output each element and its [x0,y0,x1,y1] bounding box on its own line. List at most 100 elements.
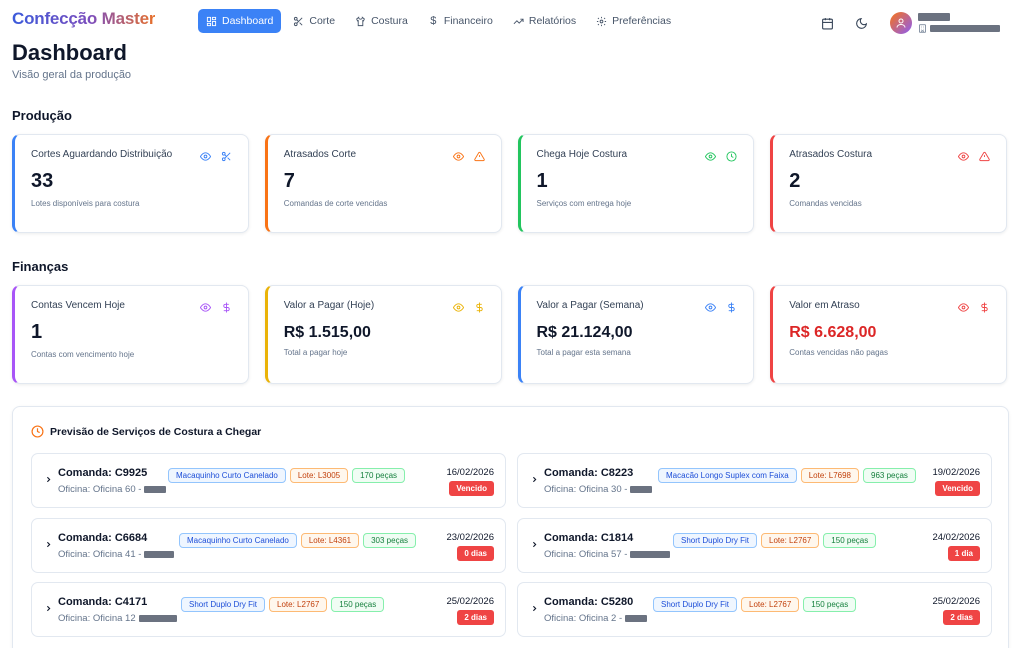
user-avatar[interactable] [890,12,912,34]
chevron-right-icon[interactable] [44,475,53,484]
service-item[interactable]: Comanda: C8223 Macacão Longo Suplex com … [517,453,992,508]
eye-icon[interactable] [199,302,211,313]
quantity-tag: 303 peças [363,533,417,548]
stat-card-hint: Comandas de corte vencidas [283,199,388,208]
service-title: Comanda: C9925 [58,467,148,479]
service-item[interactable]: Comanda: C1814 Short Duplo Dry Fit Lote:… [517,518,992,573]
stat-card-atrasados-corte[interactable]: Atrasados Corte 7 Comandas de corte venc… [264,134,502,233]
page-title: Dashboard [12,40,127,65]
service-tags: Short Duplo Dry Fit Lote: L2767 150 peça… [653,597,857,612]
nav-item-label: Costura [371,15,408,27]
eye-icon[interactable] [958,151,969,162]
redacted-text [630,551,671,558]
lote-tag: Lote: L2767 [269,597,328,612]
workshop-label: Oficina: Oficina 30 - [544,484,628,495]
chevron-right-icon[interactable] [530,475,539,484]
company-name-redacted [930,25,1000,32]
dollar-icon [223,302,230,313]
chevron-right-icon[interactable] [530,604,539,613]
eye-icon[interactable] [958,302,969,313]
stat-card-value: R$ 1.515,00 [283,324,371,341]
quantity-tag: 150 peças [823,533,877,548]
chevron-right-icon[interactable] [44,540,53,549]
section-title-finance: Finanças [12,259,69,274]
stat-card-valor-em-atraso[interactable]: Valor em Atraso R$ 6.628,00 Contas venci… [770,285,1007,384]
eye-icon[interactable] [705,302,717,313]
scissors-icon [294,16,303,26]
lote-tag: Lote: L7698 [800,468,859,483]
finance-cards: Contas Vencem Hoje 1 Contas com vencimen… [12,285,1007,384]
stat-card-chega-hoje-costura[interactable]: Chega Hoje Costura 1 Serviços com entreg… [517,134,755,233]
stat-card-value: 33 [31,170,54,192]
service-tags: Short Duplo Dry Fit Lote: L2767 150 peça… [181,597,385,612]
quantity-tag: 170 peças [352,468,406,483]
nav-item-label: Financeiro [443,15,493,27]
chevron-right-icon[interactable] [44,604,53,613]
nav-item-preferencias[interactable]: Preferências [588,9,679,33]
redacted-text [138,615,177,622]
service-date: 16/02/2026 [446,467,494,478]
nav-item-relatorios[interactable]: Relatórios [505,9,584,33]
moon-icon [855,17,867,29]
warning-icon [473,151,485,162]
service-tags: Short Duplo Dry Fit Lote: L2767 150 peça… [673,533,877,548]
stat-card-actions [958,151,990,162]
stat-card-contas-vencem-hoje[interactable]: Contas Vencem Hoje 1 Contas com vencimen… [12,285,249,384]
eye-icon[interactable] [199,151,211,162]
calendar-icon [821,17,833,29]
nav-item-label: Dashboard [222,15,274,27]
dashboard-icon [206,16,217,26]
nav-item-costura[interactable]: Costura [347,9,416,33]
stat-card-valor-pagar-hoje[interactable]: Valor a Pagar (Hoje) R$ 1.515,00 Total a… [264,285,502,384]
stat-card-value: 1 [536,170,548,192]
service-item[interactable]: Comanda: C5280 Short Duplo Dry Fit Lote:… [517,582,992,637]
stat-card-cortes-aguardando[interactable]: Cortes Aguardando Distribuição 33 Lotes … [12,134,249,233]
status-badge: 2 dias [943,610,980,625]
user-name-redacted [918,13,950,21]
user-info[interactable] [918,13,1000,33]
dollar-icon: $ [430,14,437,27]
scissors-icon [221,151,231,162]
theme-toggle-button[interactable] [850,12,872,34]
service-item[interactable]: Comanda: C4171 Short Duplo Dry Fit Lote:… [31,582,506,637]
nav-item-corte[interactable]: Corte [285,9,343,33]
lote-tag: Lote: L3005 [289,468,349,483]
nav-item-label: Preferências [612,15,672,27]
warning-icon [979,151,990,162]
stat-card-label: Cortes Aguardando Distribuição [31,149,173,160]
workshop-label: Oficina: Oficina 57 - [544,549,628,560]
production-cards: Cortes Aguardando Distribuição 33 Lotes … [12,134,1007,233]
trend-icon [513,18,524,24]
service-tags: Macaquinho Curto Canelado Lote: L4361 30… [179,533,417,548]
forecast-panel: Previsão de Serviços de Costura a Chegar… [12,406,1009,648]
stat-card-actions [705,302,737,313]
service-item[interactable]: Comanda: C6684 Macaquinho Curto Canelado… [31,518,506,573]
stat-card-label: Valor a Pagar (Hoje) [283,300,375,311]
service-workshop: Oficina: Oficina 2 - [544,613,648,624]
eye-icon[interactable] [452,151,464,162]
quantity-tag: 150 peças [331,597,385,612]
eye-icon[interactable] [452,302,464,313]
product-tag: Macaquinho Curto Canelado [168,468,286,483]
product-tag: Short Duplo Dry Fit [673,533,758,548]
nav-item-dashboard[interactable]: Dashboard [198,9,282,33]
product-tag: Macacão Longo Suplex com Faixa [658,468,797,483]
chevron-right-icon[interactable] [530,540,539,549]
service-title: Comanda: C4171 [58,596,148,608]
brand-logo[interactable]: Confecção Master [12,9,156,28]
stat-card-value: 7 [283,170,295,192]
user-company [918,24,1000,33]
service-tags: Macacão Longo Suplex com Faixa Lote: L76… [658,468,916,483]
eye-icon[interactable] [705,151,717,162]
stat-card-hint: Lotes disponíveis para costura [31,199,140,208]
calendar-button[interactable] [816,12,838,34]
stat-card-valor-pagar-semana[interactable]: Valor a Pagar (Semana) R$ 21.124,00 Tota… [517,285,755,384]
nav-item-financeiro[interactable]: $ Financeiro [420,9,501,33]
dollar-icon [475,302,483,313]
stat-card-atrasados-costura[interactable]: Atrasados Costura 2 Comandas vencidas [770,134,1007,233]
stat-card-label: Valor a Pagar (Semana) [536,300,644,311]
stat-card-label: Contas Vencem Hoje [31,300,125,311]
service-workshop: Oficina: Oficina 57 - [544,549,671,560]
stat-card-hint: Total a pagar esta semana [536,348,631,357]
service-item[interactable]: Comanda: C9925 Macaquinho Curto Canelado… [31,453,506,508]
